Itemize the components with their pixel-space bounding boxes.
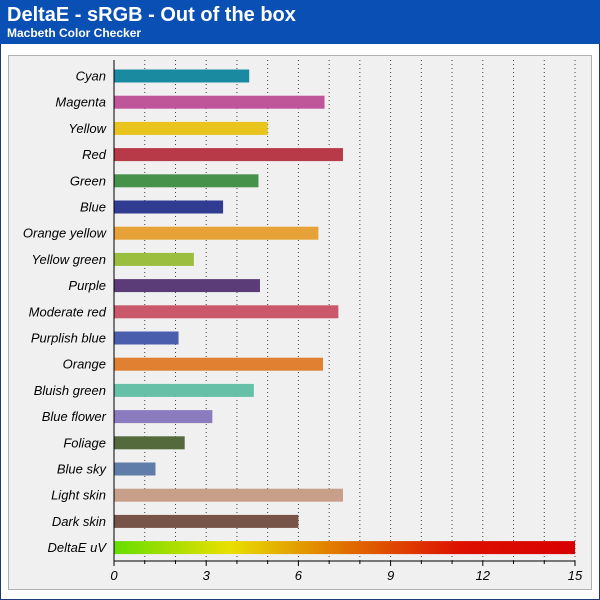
bar-cyan <box>114 69 250 83</box>
x-tick-label: 0 <box>110 568 118 583</box>
category-label: Dark skin <box>52 514 106 529</box>
x-tick-label: 9 <box>387 568 394 583</box>
category-label: Foliage <box>63 435 106 450</box>
category-label: Cyan <box>76 69 106 84</box>
bar-moderate-red <box>114 305 339 319</box>
category-label: Red <box>82 147 107 162</box>
bar-green <box>114 174 259 188</box>
bar-purple <box>114 279 260 293</box>
category-label: Blue <box>80 200 106 215</box>
category-label: Orange <box>63 357 106 372</box>
bar-orange-yellow <box>114 226 319 240</box>
category-label: Light skin <box>51 488 106 503</box>
bar-yellow <box>114 121 268 135</box>
chart-header: DeltaE - sRGB - Out of the box Macbeth C… <box>0 0 600 44</box>
category-label: Magenta <box>55 95 106 110</box>
x-tick-label: 6 <box>295 568 303 583</box>
category-label: Blue sky <box>57 462 108 477</box>
bar-yellow-green <box>114 252 194 266</box>
bar-magenta <box>114 95 325 109</box>
bar-orange <box>114 357 323 371</box>
category-label: Purple <box>68 278 106 293</box>
category-label: Blue flower <box>42 409 107 424</box>
bar-blue <box>114 200 224 214</box>
x-tick-label: 3 <box>203 568 211 583</box>
category-label: DeltaE uV <box>47 540 107 555</box>
x-tick-label: 15 <box>568 568 583 583</box>
x-tick-label: 12 <box>476 568 491 583</box>
category-label: Green <box>70 173 106 188</box>
chart-subtitle: Macbeth Color Checker <box>7 26 142 40</box>
bar-foliage <box>114 436 185 450</box>
bar-blue-flower <box>114 410 213 424</box>
bar-red <box>114 148 343 162</box>
bar-blue-sky <box>114 462 156 476</box>
bar-purplish-blue <box>114 331 179 345</box>
chart-title: DeltaE - sRGB - Out of the box <box>7 4 296 26</box>
bar-deltae-uv <box>114 541 575 555</box>
bar-dark-skin <box>114 514 299 528</box>
category-label: Orange yellow <box>23 226 108 241</box>
category-label: Bluish green <box>34 383 106 398</box>
category-label: Yellow green <box>32 252 106 267</box>
bar-light-skin <box>114 488 343 502</box>
category-label: Purplish blue <box>31 331 106 346</box>
category-label: Moderate red <box>29 304 107 319</box>
bar-bluish-green <box>114 383 254 397</box>
category-label: Yellow <box>68 121 107 136</box>
